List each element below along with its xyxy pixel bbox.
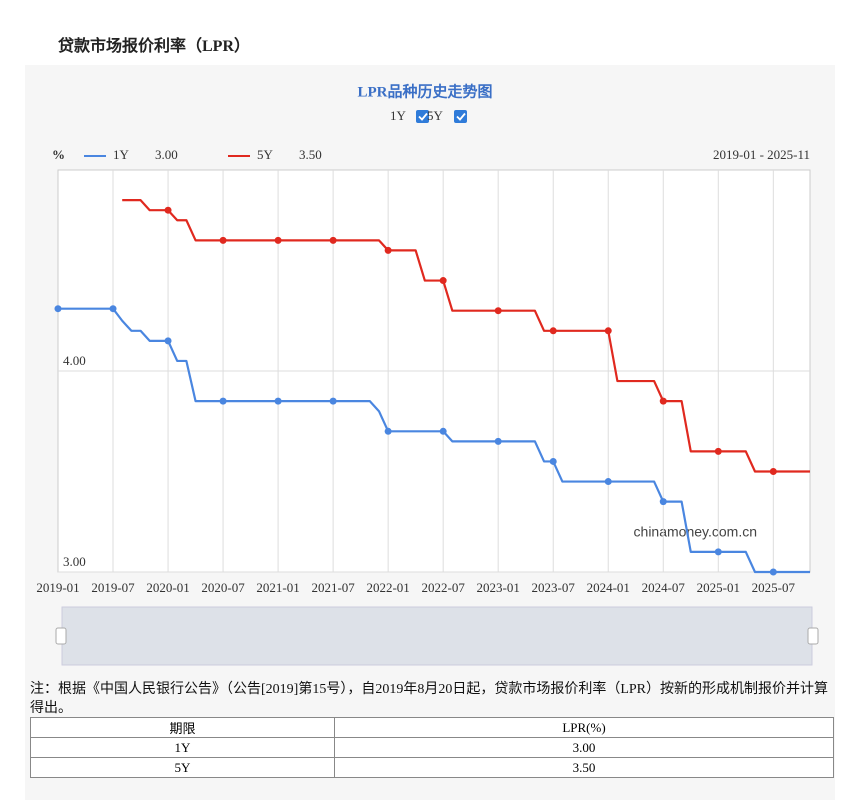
chart-title: LPR品种历史走势图 xyxy=(357,82,492,100)
x-tick-label: 2020-01 xyxy=(146,580,189,595)
legend-checkbox[interactable] xyxy=(454,110,467,123)
x-tick-label: 2019-07 xyxy=(91,580,135,595)
point xyxy=(109,305,117,313)
x-tick-label: 2024-07 xyxy=(642,580,686,595)
x-tick-label: 2022-01 xyxy=(366,580,409,595)
header-cell: LPR(%) xyxy=(334,717,834,738)
point xyxy=(329,236,337,244)
point xyxy=(549,457,557,465)
point xyxy=(439,277,447,285)
point xyxy=(769,568,777,576)
x-tick-label: 2023-01 xyxy=(477,580,520,595)
legend-label: 1Y xyxy=(113,147,130,162)
point xyxy=(219,236,227,244)
checkmark xyxy=(418,112,428,121)
point xyxy=(219,397,227,405)
note: 注：根据《中国人民银行公告》（公告[2019]第15号），自2019年8月20日… xyxy=(30,682,828,716)
zoom-slider[interactable] xyxy=(61,606,813,666)
checkmark xyxy=(456,112,466,121)
legend-toggle-label: 1Y xyxy=(390,108,407,123)
point xyxy=(769,468,777,475)
zoom-handle[interactable] xyxy=(55,627,67,645)
series-line xyxy=(122,199,810,473)
point xyxy=(54,305,62,313)
legend-toggle-label: 5Y xyxy=(427,108,444,123)
date-range: 2019-01 - 2025-11 xyxy=(713,147,810,162)
x-tick-label: 2019-01 xyxy=(36,580,79,595)
cell: 3.50 xyxy=(334,757,834,778)
point xyxy=(384,427,392,435)
x-tick-label: 2023-07 xyxy=(532,580,576,595)
series-line xyxy=(58,307,810,574)
point xyxy=(549,327,557,335)
legend-value: 3.50 xyxy=(299,147,322,162)
point xyxy=(659,498,667,506)
watermark: chinamoney.com.cn xyxy=(634,524,757,540)
x-tick-label: 2025-07 xyxy=(752,580,796,595)
cell: 1Y xyxy=(30,737,335,758)
chart: LPR品种历史走势图 % 2019-01 - 2025-11 chinamone… xyxy=(36,82,819,666)
header-cell: 期限 xyxy=(30,717,335,738)
point xyxy=(714,447,722,455)
table-row: 1Y 3.00 xyxy=(30,737,834,758)
table-row: 5Y 3.50 xyxy=(30,757,834,778)
point xyxy=(164,206,172,214)
y-unit: % xyxy=(52,147,65,162)
zoom-handle[interactable] xyxy=(807,627,819,645)
y-tick-label: 4.00 xyxy=(63,353,86,368)
legend-value: 3.00 xyxy=(155,147,178,162)
y-tick-label: 3.00 xyxy=(63,554,86,569)
point xyxy=(274,236,282,244)
point xyxy=(714,548,722,556)
legend-label: 5Y xyxy=(257,147,274,162)
x-tick-label: 2021-07 xyxy=(311,580,355,595)
point xyxy=(439,427,447,435)
point xyxy=(274,397,282,405)
point xyxy=(164,337,172,345)
point xyxy=(494,307,502,315)
legend-checkbox[interactable] xyxy=(416,110,429,123)
x-tick-label: 2022-07 xyxy=(421,580,465,595)
point xyxy=(604,478,612,486)
x-tick-label: 2020-07 xyxy=(201,580,245,595)
point xyxy=(659,397,667,405)
point xyxy=(384,246,392,254)
x-tick-label: 2025-01 xyxy=(697,580,740,595)
table-header: 期限 LPR(%) xyxy=(30,717,834,738)
point xyxy=(329,397,337,405)
x-tick-label: 2024-01 xyxy=(587,580,630,595)
lpr-table: 期限 LPR(%) 1Y 3.00 5Y 3.50 xyxy=(30,717,834,778)
cell: 3.00 xyxy=(334,737,834,758)
point xyxy=(494,437,502,445)
page-title: 贷款市场报价利率（LPR） xyxy=(58,38,251,55)
cell: 5Y xyxy=(30,757,335,778)
point xyxy=(604,327,612,335)
x-tick-label: 2021-01 xyxy=(256,580,299,595)
